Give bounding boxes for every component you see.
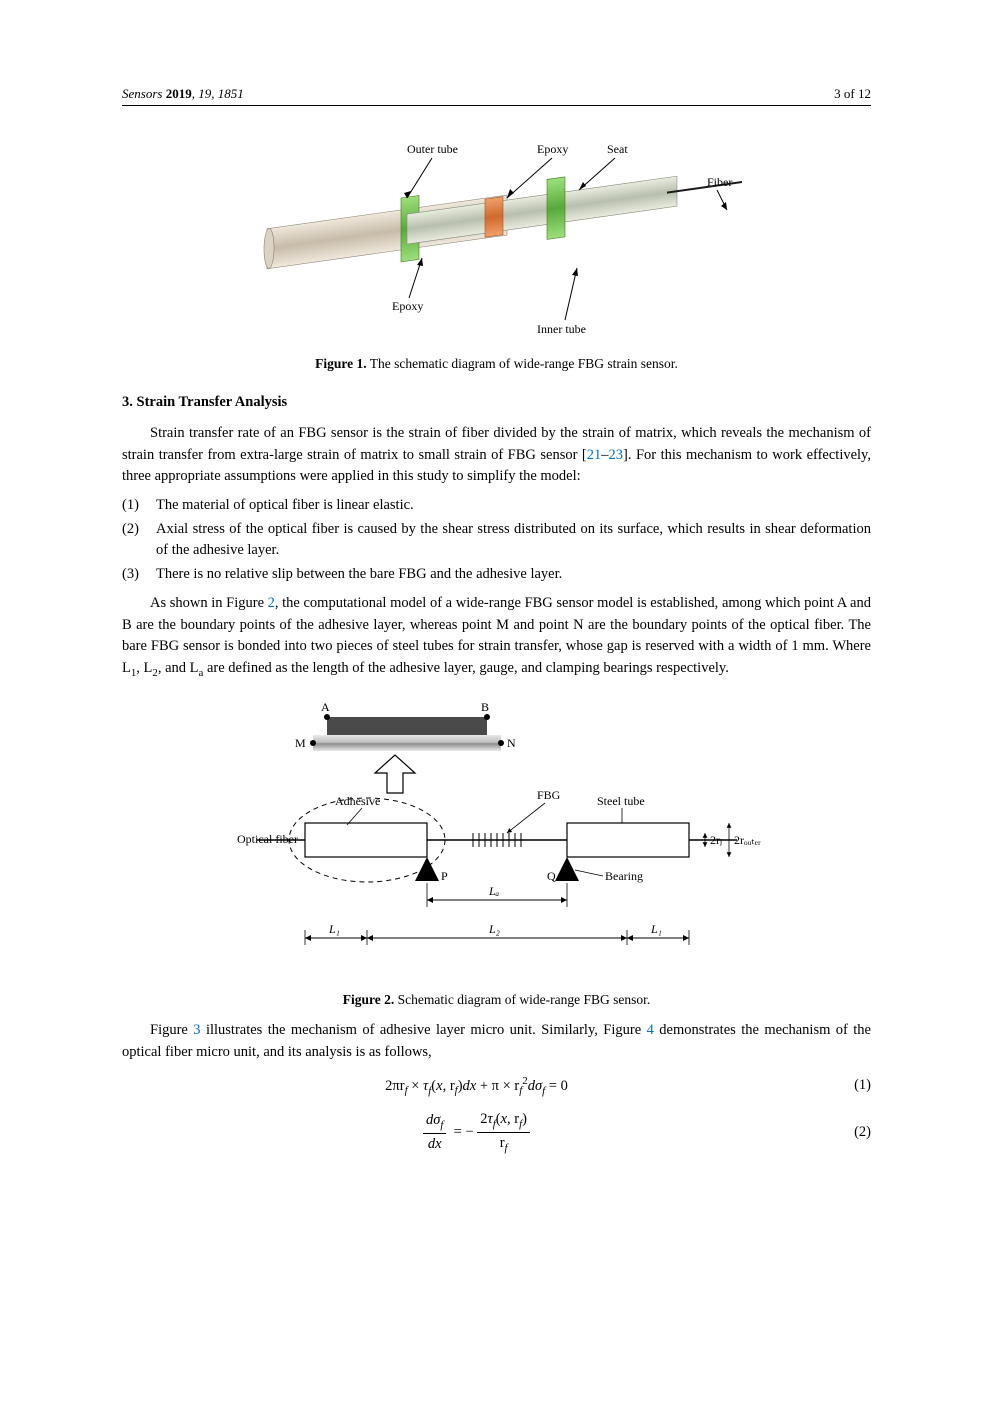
equation-1: 2πrf × τf(x, rf)dx + π × rf2dσf = 0 (1) — [122, 1073, 871, 1099]
fig1-label-inner-tube: Inner tube — [537, 322, 586, 336]
equation-1-body: 2πrf × τf(x, rf)dx + π × rf2dσf = 0 — [122, 1073, 831, 1099]
equation-2-number: (2) — [831, 1122, 871, 1143]
fig2-label-L1-right: L₁ — [650, 922, 662, 936]
fig1-label-fiber: Fiber — [707, 175, 732, 189]
figure-1-svg: Outer tube Epoxy Seat Fiber Epoxy Inner … — [237, 138, 757, 338]
figure-1-caption-text: The schematic diagram of wide-range FBG … — [367, 356, 678, 371]
fig2-label-B: B — [481, 700, 489, 714]
page-number: 3 of 12 — [834, 84, 871, 103]
fig2-label-A: A — [321, 700, 330, 714]
figure-2-caption-label: Figure 2. — [343, 992, 395, 1007]
assumption-1: (1)The material of optical fiber is line… — [122, 495, 871, 516]
fig1-label-seat: Seat — [607, 142, 628, 156]
fig2-label-rj: 2rⱼ — [710, 833, 722, 847]
fig2-label-N: N — [507, 736, 516, 750]
after-fig2-para: Figure 3 illustrates the mechanism of ad… — [122, 1020, 871, 1063]
fig1-label-epoxy-top: Epoxy — [537, 142, 568, 156]
figure-1: Outer tube Epoxy Seat Fiber Epoxy Inner … — [122, 138, 871, 373]
figure-1-caption: Figure 1. The schematic diagram of wide-… — [122, 354, 871, 374]
fig2-label-optical-fiber: Optical fiber — [237, 832, 298, 846]
fig2-label-P: P — [441, 869, 448, 883]
fig2-label-M: M — [295, 736, 306, 750]
journal-article: 1851 — [218, 86, 244, 101]
fig2-label-L2: L₂ — [488, 922, 500, 936]
equation-2-body: dσfdx = − 2τf(x, rf)rf — [122, 1109, 831, 1156]
assumption-2: (2)Axial stress of the optical fiber is … — [122, 519, 871, 562]
fig2-label-router: 2rₒᵤₜₑᵣ — [734, 833, 761, 847]
fig2-label-La: Lₐ — [488, 884, 500, 898]
figure-2-caption: Figure 2. Schematic diagram of wide-rang… — [122, 990, 871, 1010]
fig2-label-adhesive: Adhesive — [335, 794, 380, 808]
fig2-label-steel-tube: Steel tube — [597, 794, 645, 808]
fig2-label-bearing: Bearing — [605, 869, 643, 883]
figure-2-caption-text: Schematic diagram of wide-range FBG sens… — [394, 992, 650, 1007]
section-3-para-1: Strain transfer rate of an FBG sensor is… — [122, 423, 871, 487]
figure-1-caption-label: Figure 1. — [315, 356, 367, 371]
cite-21[interactable]: 21 — [587, 447, 602, 463]
journal-ref: Sensors 2019, 19, 1851 — [122, 84, 244, 103]
equation-1-number: (1) — [831, 1075, 871, 1096]
journal-name: Sensors — [122, 86, 162, 101]
section-3-para-2: As shown in Figure 2, the computational … — [122, 593, 871, 680]
figure-2-svg: A B M N — [217, 695, 777, 975]
equation-2: dσfdx = − 2τf(x, rf)rf (2) — [122, 1109, 871, 1156]
section-3-heading: 3. Strain Transfer Analysis — [122, 392, 871, 413]
fig2-label-Q: Q — [547, 869, 556, 883]
fig2-label-fbg: FBG — [537, 788, 561, 802]
figure-2: A B M N — [122, 695, 871, 1010]
journal-year: 2019 — [166, 86, 192, 101]
cite-23[interactable]: 23 — [609, 447, 624, 463]
fig1-label-outer-tube: Outer tube — [407, 142, 458, 156]
assumptions-list: (1)The material of optical fiber is line… — [122, 495, 871, 585]
fig1-label-epoxy-bottom: Epoxy — [392, 299, 423, 313]
journal-vol: 19 — [198, 86, 211, 101]
figure-4-ref[interactable]: 4 — [647, 1022, 654, 1038]
assumption-3: (3)There is no relative slip between the… — [122, 564, 871, 585]
fig2-label-L1-left: L₁ — [328, 922, 340, 936]
figure-2-ref[interactable]: 2 — [268, 595, 275, 611]
figure-3-ref[interactable]: 3 — [193, 1022, 200, 1038]
running-head: Sensors 2019, 19, 1851 3 of 12 — [122, 84, 871, 106]
